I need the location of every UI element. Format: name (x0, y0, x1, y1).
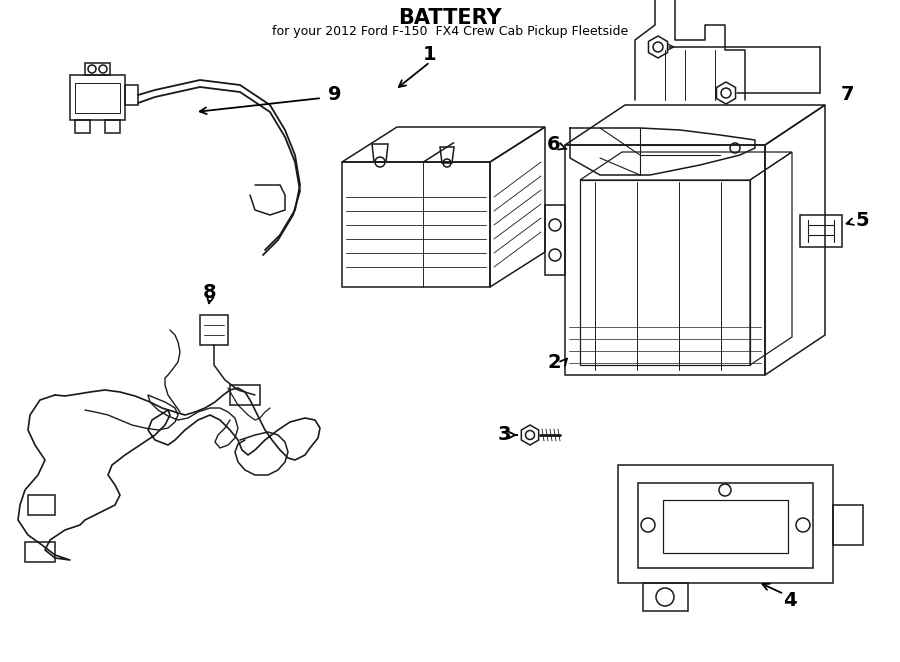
Text: 8: 8 (203, 283, 217, 301)
Text: 2: 2 (547, 352, 561, 371)
Text: 9: 9 (328, 85, 342, 105)
Text: 1: 1 (423, 46, 436, 64)
Text: for your 2012 Ford F-150  FX4 Crew Cab Pickup Fleetside: for your 2012 Ford F-150 FX4 Crew Cab Pi… (272, 26, 628, 38)
Text: 5: 5 (855, 211, 868, 230)
Text: 4: 4 (783, 591, 796, 610)
Text: 6: 6 (547, 136, 561, 154)
Text: BATTERY: BATTERY (398, 8, 502, 28)
Text: 7: 7 (842, 85, 855, 105)
Text: 3: 3 (497, 426, 511, 444)
